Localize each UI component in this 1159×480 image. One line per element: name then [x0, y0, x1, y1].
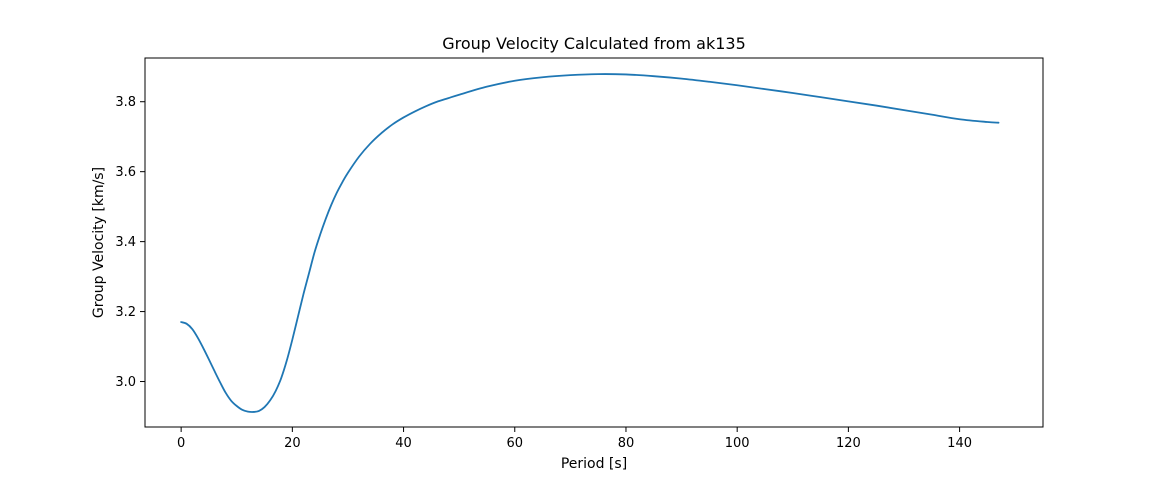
- plot-frame: [144, 57, 1044, 428]
- y-tick-label: 3.2: [115, 305, 136, 320]
- x-tick-label: 40: [395, 436, 412, 451]
- x-tick-label: 0: [177, 436, 185, 451]
- x-axis-label: Period [s]: [561, 456, 627, 472]
- chart-title: Group Velocity Calculated from ak135: [442, 34, 746, 53]
- x-tick-label: 140: [947, 436, 972, 451]
- y-tick-label: 3.6: [115, 165, 136, 180]
- x-axis-ticks: 0 20 40 60 80 100 120 140: [177, 427, 972, 451]
- plot-background: [145, 58, 1043, 427]
- x-tick-label: 100: [725, 436, 750, 451]
- x-tick-label: 120: [836, 436, 861, 451]
- y-axis-label: Group Velocity [km/s]: [91, 167, 107, 318]
- x-tick-label: 20: [284, 436, 301, 451]
- x-tick-label: 60: [506, 436, 523, 451]
- x-tick-label: 80: [618, 436, 635, 451]
- y-axis-ticks: 3.0 3.2 3.4 3.6 3.8: [115, 95, 145, 390]
- series-layer: [180, 73, 1000, 413]
- y-tick-label: 3.0: [115, 375, 136, 390]
- y-tick-label: 3.8: [115, 95, 136, 110]
- plot-area: [144, 57, 1044, 428]
- y-tick-label: 3.4: [115, 235, 136, 250]
- series-line: [180, 73, 1000, 413]
